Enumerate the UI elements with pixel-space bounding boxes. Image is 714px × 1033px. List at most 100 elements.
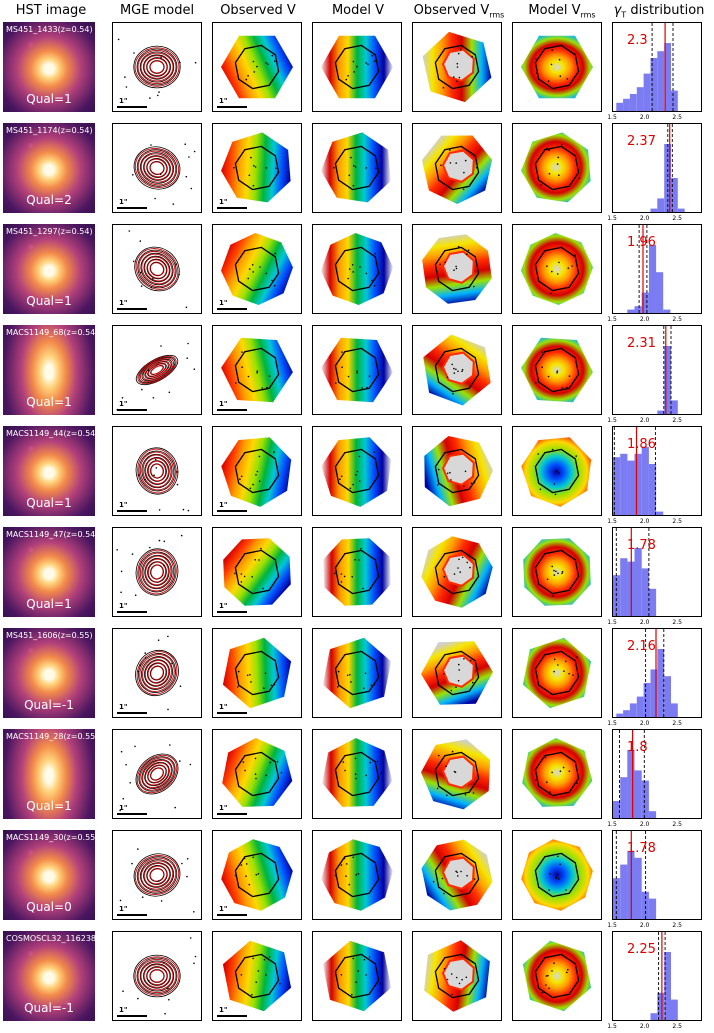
bin-center [451, 993, 453, 996]
model-contour [147, 765, 167, 783]
noise-speck [176, 471, 178, 473]
observed-vrms-panel [412, 123, 502, 213]
bin-center [446, 472, 449, 475]
bin-center [457, 52, 460, 55]
scale-bar-label: 1" [219, 804, 228, 812]
bin-center [333, 166, 335, 169]
bin-center [466, 561, 468, 564]
bin-center [340, 864, 343, 866]
figure-row: MACS1149_44(z=0.54) Qual=1 1" 1" 1.86 1.5 2.0 2… [0, 426, 714, 525]
figure-row: MS451_1433(z=0.54) Qual=1 1" 1" 2.3 1.5 2.0 2.5 [0, 22, 714, 121]
noise-speck [160, 900, 163, 902]
bin-center [544, 756, 547, 759]
bin-center [473, 878, 476, 880]
galaxy-image [3, 325, 95, 415]
bin-center [368, 375, 371, 377]
bin-center [561, 572, 563, 575]
observed-contour [146, 662, 168, 684]
bin-center [350, 681, 352, 683]
tick-label: 1.5 [607, 316, 617, 323]
bin-center [250, 681, 252, 683]
noise-speck [193, 962, 195, 965]
bin-center [436, 787, 439, 790]
histogram-tick-labels: 1.5 2.0 2.5 [607, 922, 702, 932]
scale-bar-label: 1" [219, 602, 228, 610]
mge-model-panel: 1" [112, 527, 202, 617]
scale-bar [217, 712, 247, 714]
noise-speck [186, 875, 188, 878]
scale-bar [117, 106, 147, 108]
bin-center [567, 968, 569, 971]
noise-speck [164, 1012, 166, 1015]
bin-center [472, 681, 474, 684]
histogram-bar [664, 43, 671, 111]
model-vrms-panel [512, 325, 602, 415]
histogram-bar [620, 558, 628, 616]
histogram-bar [648, 245, 657, 313]
noise-speck [163, 962, 165, 964]
histogram-bar [643, 73, 651, 111]
bin-center [269, 761, 272, 764]
observed-v-panel: 1" [212, 426, 302, 516]
tick-label: 2.0 [639, 417, 650, 424]
model-vrms-field [521, 233, 593, 305]
bin-center [259, 266, 261, 268]
mge-contour-plot [119, 744, 192, 812]
isophote-contour [534, 751, 580, 797]
galaxy-name: COSMOSCL32_1162389(z=0.55) [6, 934, 95, 943]
observed-contour [146, 158, 168, 178]
isophote-contour [434, 751, 480, 797]
scale-bar [217, 510, 247, 512]
bin-center [371, 54, 374, 57]
bin-center [461, 978, 463, 981]
bin-center [368, 956, 371, 958]
model-contour [137, 549, 177, 595]
observed-contour [139, 51, 175, 83]
bin-center [558, 472, 560, 474]
histogram-bar [634, 548, 642, 616]
histogram-bar [671, 400, 678, 414]
tick-label: 1.5 [607, 821, 617, 828]
tick-label: 2.0 [639, 720, 650, 727]
model-vrms-panel [512, 830, 602, 920]
bin-center [457, 370, 459, 373]
observed-v-map [222, 940, 292, 1012]
observed-v-panel: 1" [212, 628, 302, 718]
noise-speck [189, 937, 192, 939]
noise-speck [158, 539, 161, 542]
histogram-bar [641, 447, 649, 515]
bin-center [456, 871, 458, 874]
isophote-contour [434, 953, 480, 999]
noise-speck [172, 203, 175, 205]
model-vrms-panel [512, 628, 602, 718]
model-v-panel [312, 123, 402, 213]
bin-center [254, 757, 257, 760]
noise-speck [125, 764, 127, 766]
bin-center [240, 573, 243, 575]
bin-center [263, 958, 266, 961]
bin-center [452, 392, 454, 395]
quality-label: Qual=1 [26, 294, 72, 308]
bin-center [257, 970, 260, 972]
mge-model-panel: 1" [112, 123, 202, 213]
bin-center [455, 368, 457, 371]
bin-center [561, 570, 564, 573]
noise-speck [117, 38, 120, 41]
isophote-contour [334, 650, 380, 696]
bin-center [255, 474, 257, 476]
bin-center [551, 565, 553, 568]
bin-center [467, 249, 470, 252]
galaxy-image [3, 830, 95, 920]
observed-vrms-panel [412, 426, 502, 516]
observed-v-panel: 1" [212, 931, 302, 1021]
noise-speck [122, 797, 125, 800]
model-vrms-map [521, 35, 593, 99]
noise-speck [190, 187, 193, 190]
hst-image-panel: MS451_1433(z=0.54) Qual=1 [3, 22, 95, 112]
noise-speck [169, 744, 171, 746]
noise-speck [160, 56, 162, 59]
bin-center [449, 471, 451, 474]
model-contour [140, 357, 174, 383]
bin-center [365, 62, 367, 64]
histogram-bar [671, 703, 678, 717]
